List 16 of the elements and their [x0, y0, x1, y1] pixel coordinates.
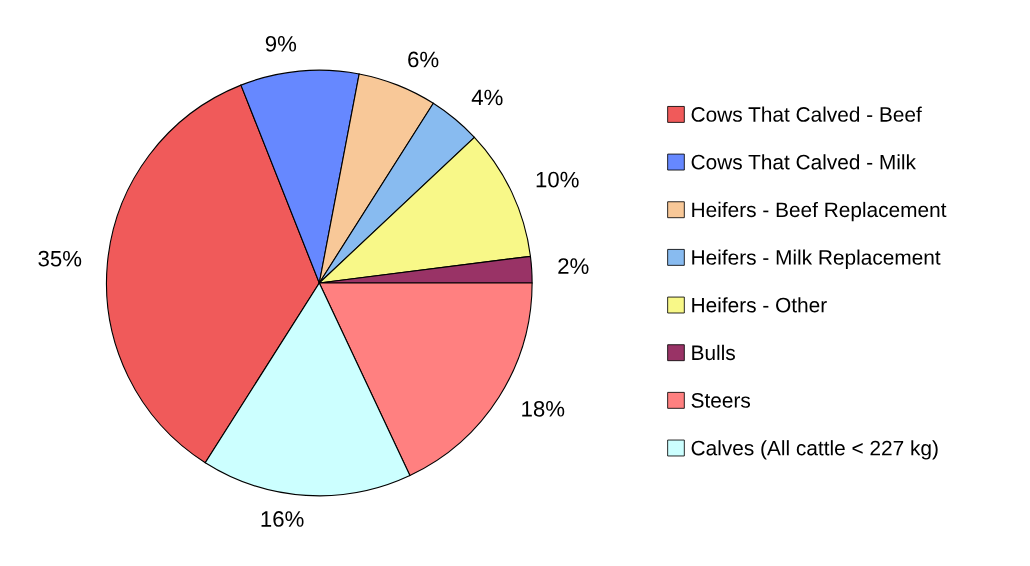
data-label: 10%	[536, 171, 579, 188]
legend-label: Steers	[691, 393, 751, 408]
data-label: 4%	[471, 89, 503, 106]
legend-label: Heifers - Other	[692, 297, 827, 313]
data-label: 9%	[265, 35, 297, 52]
data-label: 16%	[261, 511, 304, 527]
data-label: 35%	[38, 250, 82, 267]
data-label: 6%	[408, 51, 439, 68]
legend-label: Calves (All cattle < 227 kg)	[691, 440, 938, 460]
legend-label: Heifers - Beef Replacement	[692, 201, 947, 222]
data-label: 18%	[522, 400, 565, 417]
legend-label: Heifers - Milk Replacement	[692, 249, 941, 269]
legend-label: Cows That Calved - Milk	[691, 154, 916, 170]
legend-label: Cows That Calved - Beef	[691, 106, 922, 122]
data-label: 2%	[558, 258, 589, 274]
legend-label: Bulls	[692, 344, 735, 361]
